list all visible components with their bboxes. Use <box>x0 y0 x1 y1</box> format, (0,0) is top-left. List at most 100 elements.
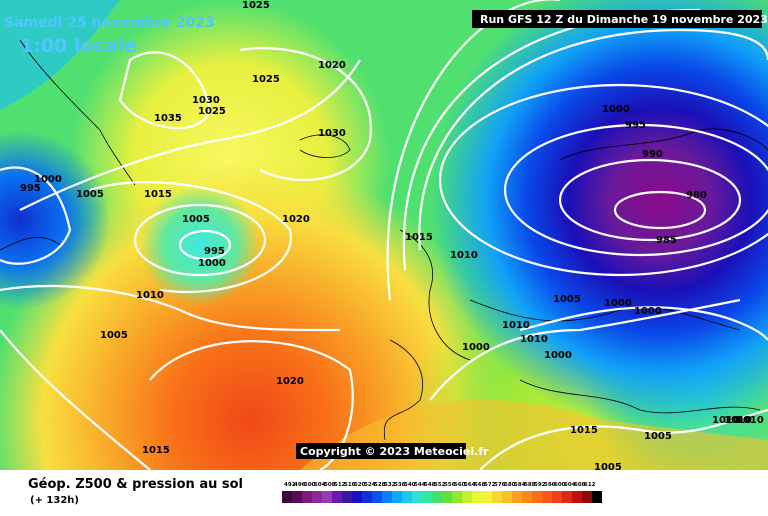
color-scale-swatch <box>422 491 432 503</box>
isobars <box>0 0 768 401</box>
isobar-label: 1005 <box>594 462 622 473</box>
color-scale-swatch <box>452 491 462 503</box>
color-scale-swatch <box>292 491 302 503</box>
color-scale-label: 528 <box>374 482 386 488</box>
color-scale-swatch <box>522 491 532 503</box>
color-scale-label: 544 <box>414 482 426 488</box>
isobar-label: 1030 <box>192 95 220 106</box>
color-scale-swatch <box>442 491 452 503</box>
isobar-label: 1005 <box>100 330 128 341</box>
color-scale-label: 492 <box>284 482 296 488</box>
lead-time: (+ 132h) <box>30 495 79 506</box>
color-scale-swatch <box>432 491 442 503</box>
color-scale-swatch <box>472 491 482 503</box>
isobar-label: 1000 <box>544 350 572 361</box>
forecast-date: Samedi 25 novembre 2023 <box>4 15 215 31</box>
color-scale-swatch <box>372 491 382 503</box>
color-scale-swatch <box>352 491 362 503</box>
color-scale-label: 564 <box>464 482 476 488</box>
copyright: Copyright © 2023 Meteociel.fr <box>300 445 489 458</box>
isobar-label: 1010 <box>520 334 548 345</box>
color-scale-swatch <box>282 491 292 503</box>
isobar-label: 1000 <box>34 174 62 185</box>
color-scale-label: 516 <box>344 482 356 488</box>
color-scale-label: 568 <box>474 482 486 488</box>
color-scale-swatch <box>552 491 562 503</box>
isobar-label: 1000 <box>602 104 630 115</box>
color-scale-swatch <box>382 491 392 503</box>
color-scale-label: 496 <box>294 482 306 488</box>
isobar-label: 1025 <box>242 0 270 11</box>
isobar-labels: 1025 1020 1025 1030 1035 1025 1030 1000 … <box>20 0 764 473</box>
color-scale-label: 572 <box>484 482 496 488</box>
isobar-label: 1020 <box>276 376 304 387</box>
color-scale-swatch <box>542 491 552 503</box>
color-scale-swatch <box>312 491 322 503</box>
color-scale-swatch <box>582 491 592 503</box>
color-scale-swatch <box>512 491 522 503</box>
isobar-label: 995 <box>625 120 646 131</box>
color-scale-swatch <box>482 491 492 503</box>
color-scale-swatch <box>502 491 512 503</box>
run-info-box: Run GFS 12 Z du Dimanche 19 novembre 202… <box>472 10 768 28</box>
isobar-label: 995 <box>204 246 225 257</box>
color-scale-label: 524 <box>364 482 376 488</box>
isobar-label: 1005 <box>553 294 581 305</box>
color-scale-label: 512 <box>334 482 346 488</box>
color-scale-swatch <box>562 491 572 503</box>
color-scale-swatch <box>412 491 422 503</box>
isobar-label: 1000 <box>634 306 662 317</box>
copyright-box: Copyright © 2023 Meteociel.fr <box>296 443 489 459</box>
color-scale-label: 556 <box>444 482 456 488</box>
isobar-label: 1010 <box>450 250 478 261</box>
isobar-label: 985 <box>656 235 677 246</box>
isobar-label: 1000 <box>198 258 226 269</box>
color-scale-swatch <box>402 491 412 503</box>
isobar-label: 1015 <box>570 425 598 436</box>
color-scale-label: 596 <box>544 482 556 488</box>
isobar-label: 1035 <box>154 113 182 124</box>
isobar-label: 995 <box>20 183 41 194</box>
color-scale-swatch <box>322 491 332 503</box>
isobar-label: 1020 <box>318 60 346 71</box>
color-scale-swatch <box>302 491 312 503</box>
isobar-label: 1000 <box>604 298 632 309</box>
color-scale-label: 612 <box>584 482 596 488</box>
color-scale-label: 548 <box>424 482 436 488</box>
color-scale-label: 536 <box>394 482 406 488</box>
color-scale-swatch <box>342 491 352 503</box>
run-info: Run GFS 12 Z du Dimanche 19 novembre 202… <box>480 13 768 26</box>
map-title: Géop. Z500 & pression au sol <box>28 477 243 492</box>
isobar-label: 980 <box>686 190 707 201</box>
isobar-label: 1030 <box>318 128 346 139</box>
color-scale-label: 504 <box>314 482 326 488</box>
color-scale-label: 576 <box>494 482 506 488</box>
isobar-label: 1015 <box>144 189 172 200</box>
isobar-label: 1020 <box>282 214 310 225</box>
color-scale-label: 580 <box>504 482 516 488</box>
isobar-label: 1010 <box>724 415 752 426</box>
color-scale-swatch <box>592 491 602 503</box>
color-scale-label: 604 <box>564 482 576 488</box>
isobar-label: 1025 <box>198 106 226 117</box>
color-scale-swatch <box>462 491 472 503</box>
color-scale-label: 500 <box>304 482 316 488</box>
color-scale-label: 608 <box>574 482 586 488</box>
isobar-label: 1005 <box>76 189 104 200</box>
coastlines <box>0 39 768 441</box>
color-scale-label: 520 <box>354 482 366 488</box>
color-scale-swatch <box>572 491 582 503</box>
geopotential-field <box>0 0 768 470</box>
color-scale-swatch <box>392 491 402 503</box>
color-scale-label: 560 <box>454 482 466 488</box>
isobar-label: 1015 <box>142 445 170 456</box>
color-scale-label: 552 <box>434 482 446 488</box>
isobar-label: 990 <box>642 149 663 160</box>
color-scale-label: 588 <box>524 482 536 488</box>
forecast-time: 1:00 locale <box>20 35 137 57</box>
color-scale-label: 508 <box>324 482 336 488</box>
isobar-label: 1005 <box>182 214 210 225</box>
isobar-label: 1025 <box>252 74 280 85</box>
